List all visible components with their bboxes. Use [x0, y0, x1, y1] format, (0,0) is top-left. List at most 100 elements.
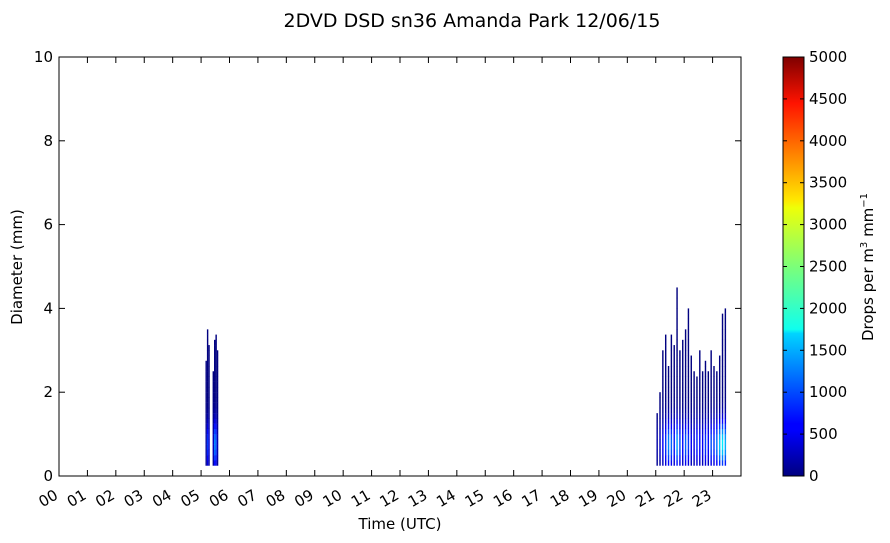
heatmap-cell	[682, 402, 684, 409]
heatmap-cell	[679, 460, 681, 466]
heatmap-cell	[687, 339, 690, 346]
heatmap-cell	[670, 371, 673, 377]
heatmap-cell	[699, 444, 701, 451]
heatmap-cell	[673, 460, 675, 466]
heatmap-cell	[710, 392, 712, 398]
heatmap-cell	[713, 439, 715, 445]
heatmap-cell	[670, 339, 673, 346]
heatmap-cell	[216, 418, 219, 424]
heatmap-cell	[670, 402, 673, 409]
heatmap-cell	[216, 460, 219, 466]
heatmap-cell	[707, 418, 710, 424]
heatmap-cell	[682, 444, 684, 451]
heatmap-cell	[704, 366, 707, 372]
heatmap-cell	[659, 407, 661, 414]
colorbar-label-main: Drops per m	[859, 248, 877, 341]
heatmap-cell	[206, 392, 209, 398]
heatmap-cell	[676, 455, 678, 461]
heatmap-cell	[724, 339, 727, 346]
heatmap-cell	[724, 360, 727, 367]
heatmap-cell	[699, 418, 701, 424]
heatmap-cell	[690, 407, 692, 414]
heatmap-cell	[679, 444, 681, 451]
heatmap-cell	[690, 366, 692, 372]
heatmap-cell	[206, 449, 209, 456]
heatmap-cell	[701, 407, 704, 414]
heatmap-cell	[664, 423, 667, 430]
heatmap-cell	[724, 392, 727, 398]
y-tick-label: 2	[43, 383, 53, 401]
heatmap-cell	[214, 428, 216, 435]
heatmap-cell	[215, 444, 217, 451]
heatmap-cell	[687, 360, 690, 367]
heatmap-cell	[214, 397, 216, 403]
heatmap-cell	[662, 449, 664, 456]
chart-title: 2DVD DSD sn36 Amanda Park 12/06/15	[284, 10, 661, 32]
heatmap-cell	[724, 371, 727, 377]
heatmap-cell	[718, 449, 721, 456]
heatmap-cell	[208, 345, 210, 351]
heatmap-cell	[208, 413, 210, 419]
heatmap-cell	[684, 444, 687, 451]
heatmap-cell	[701, 428, 704, 435]
heatmap-cell	[670, 397, 673, 403]
heatmap-cell	[718, 439, 721, 445]
heatmap-cell	[704, 413, 707, 419]
heatmap-cell	[667, 366, 670, 372]
heatmap-cell	[701, 402, 704, 409]
heatmap-cell	[710, 386, 712, 393]
heatmap-cell	[713, 397, 715, 403]
heatmap-cell	[205, 360, 207, 367]
heatmap-cell	[721, 381, 724, 388]
heatmap-cell	[684, 413, 687, 419]
heatmap-cell	[662, 439, 664, 445]
heatmap-cell	[205, 460, 207, 466]
y-tick-label: 6	[43, 216, 53, 234]
heatmap-cell	[676, 371, 678, 377]
heatmap-cell	[687, 334, 690, 341]
heatmap-cell	[673, 366, 675, 372]
heatmap-cell	[206, 428, 209, 435]
heatmap-cell	[721, 376, 724, 382]
heatmap-cell	[215, 402, 217, 409]
heatmap-cell	[682, 413, 684, 419]
colorbar-label-sup1: 3	[859, 242, 870, 248]
heatmap-cell	[713, 402, 715, 409]
heatmap-cell	[667, 449, 670, 456]
heatmap-cell	[716, 402, 718, 409]
heatmap-cell	[718, 444, 721, 451]
heatmap-cell	[718, 455, 721, 461]
x-tick-label: 04	[149, 486, 175, 511]
heatmap-cell	[682, 449, 684, 456]
heatmap-cell	[690, 386, 692, 393]
x-tick-label: 03	[121, 486, 147, 511]
heatmap-cell	[673, 371, 675, 377]
heatmap-cell	[721, 318, 724, 325]
heatmap-cell	[205, 418, 207, 424]
heatmap-cell	[673, 392, 675, 398]
y-axis-title: Diameter (mm)	[8, 209, 26, 325]
heatmap-cell	[670, 366, 673, 372]
heatmap-cell	[676, 339, 678, 346]
heatmap-cell	[215, 339, 217, 346]
heatmap-cell	[682, 407, 684, 414]
heatmap-cell	[215, 407, 217, 414]
heatmap-cell	[696, 439, 698, 445]
heatmap-cell	[670, 350, 673, 356]
heatmap-cell	[659, 460, 661, 466]
heatmap-cell	[690, 455, 692, 461]
x-tick-label: 13	[405, 486, 431, 511]
heatmap-cell	[673, 418, 675, 424]
heatmap-cell	[684, 339, 687, 346]
heatmap-cell	[216, 392, 219, 398]
colorbar-tick-label: 1000	[809, 383, 847, 401]
heatmap-cell	[704, 434, 707, 440]
heatmap-cell	[216, 360, 219, 367]
heatmap-cell	[208, 392, 210, 398]
heatmap-cell	[724, 413, 727, 419]
heatmap-cell	[682, 418, 684, 424]
heatmap-cell	[707, 381, 710, 388]
heatmap-cell	[724, 434, 727, 440]
heatmap-cell	[682, 386, 684, 393]
heatmap-cell	[664, 397, 667, 403]
